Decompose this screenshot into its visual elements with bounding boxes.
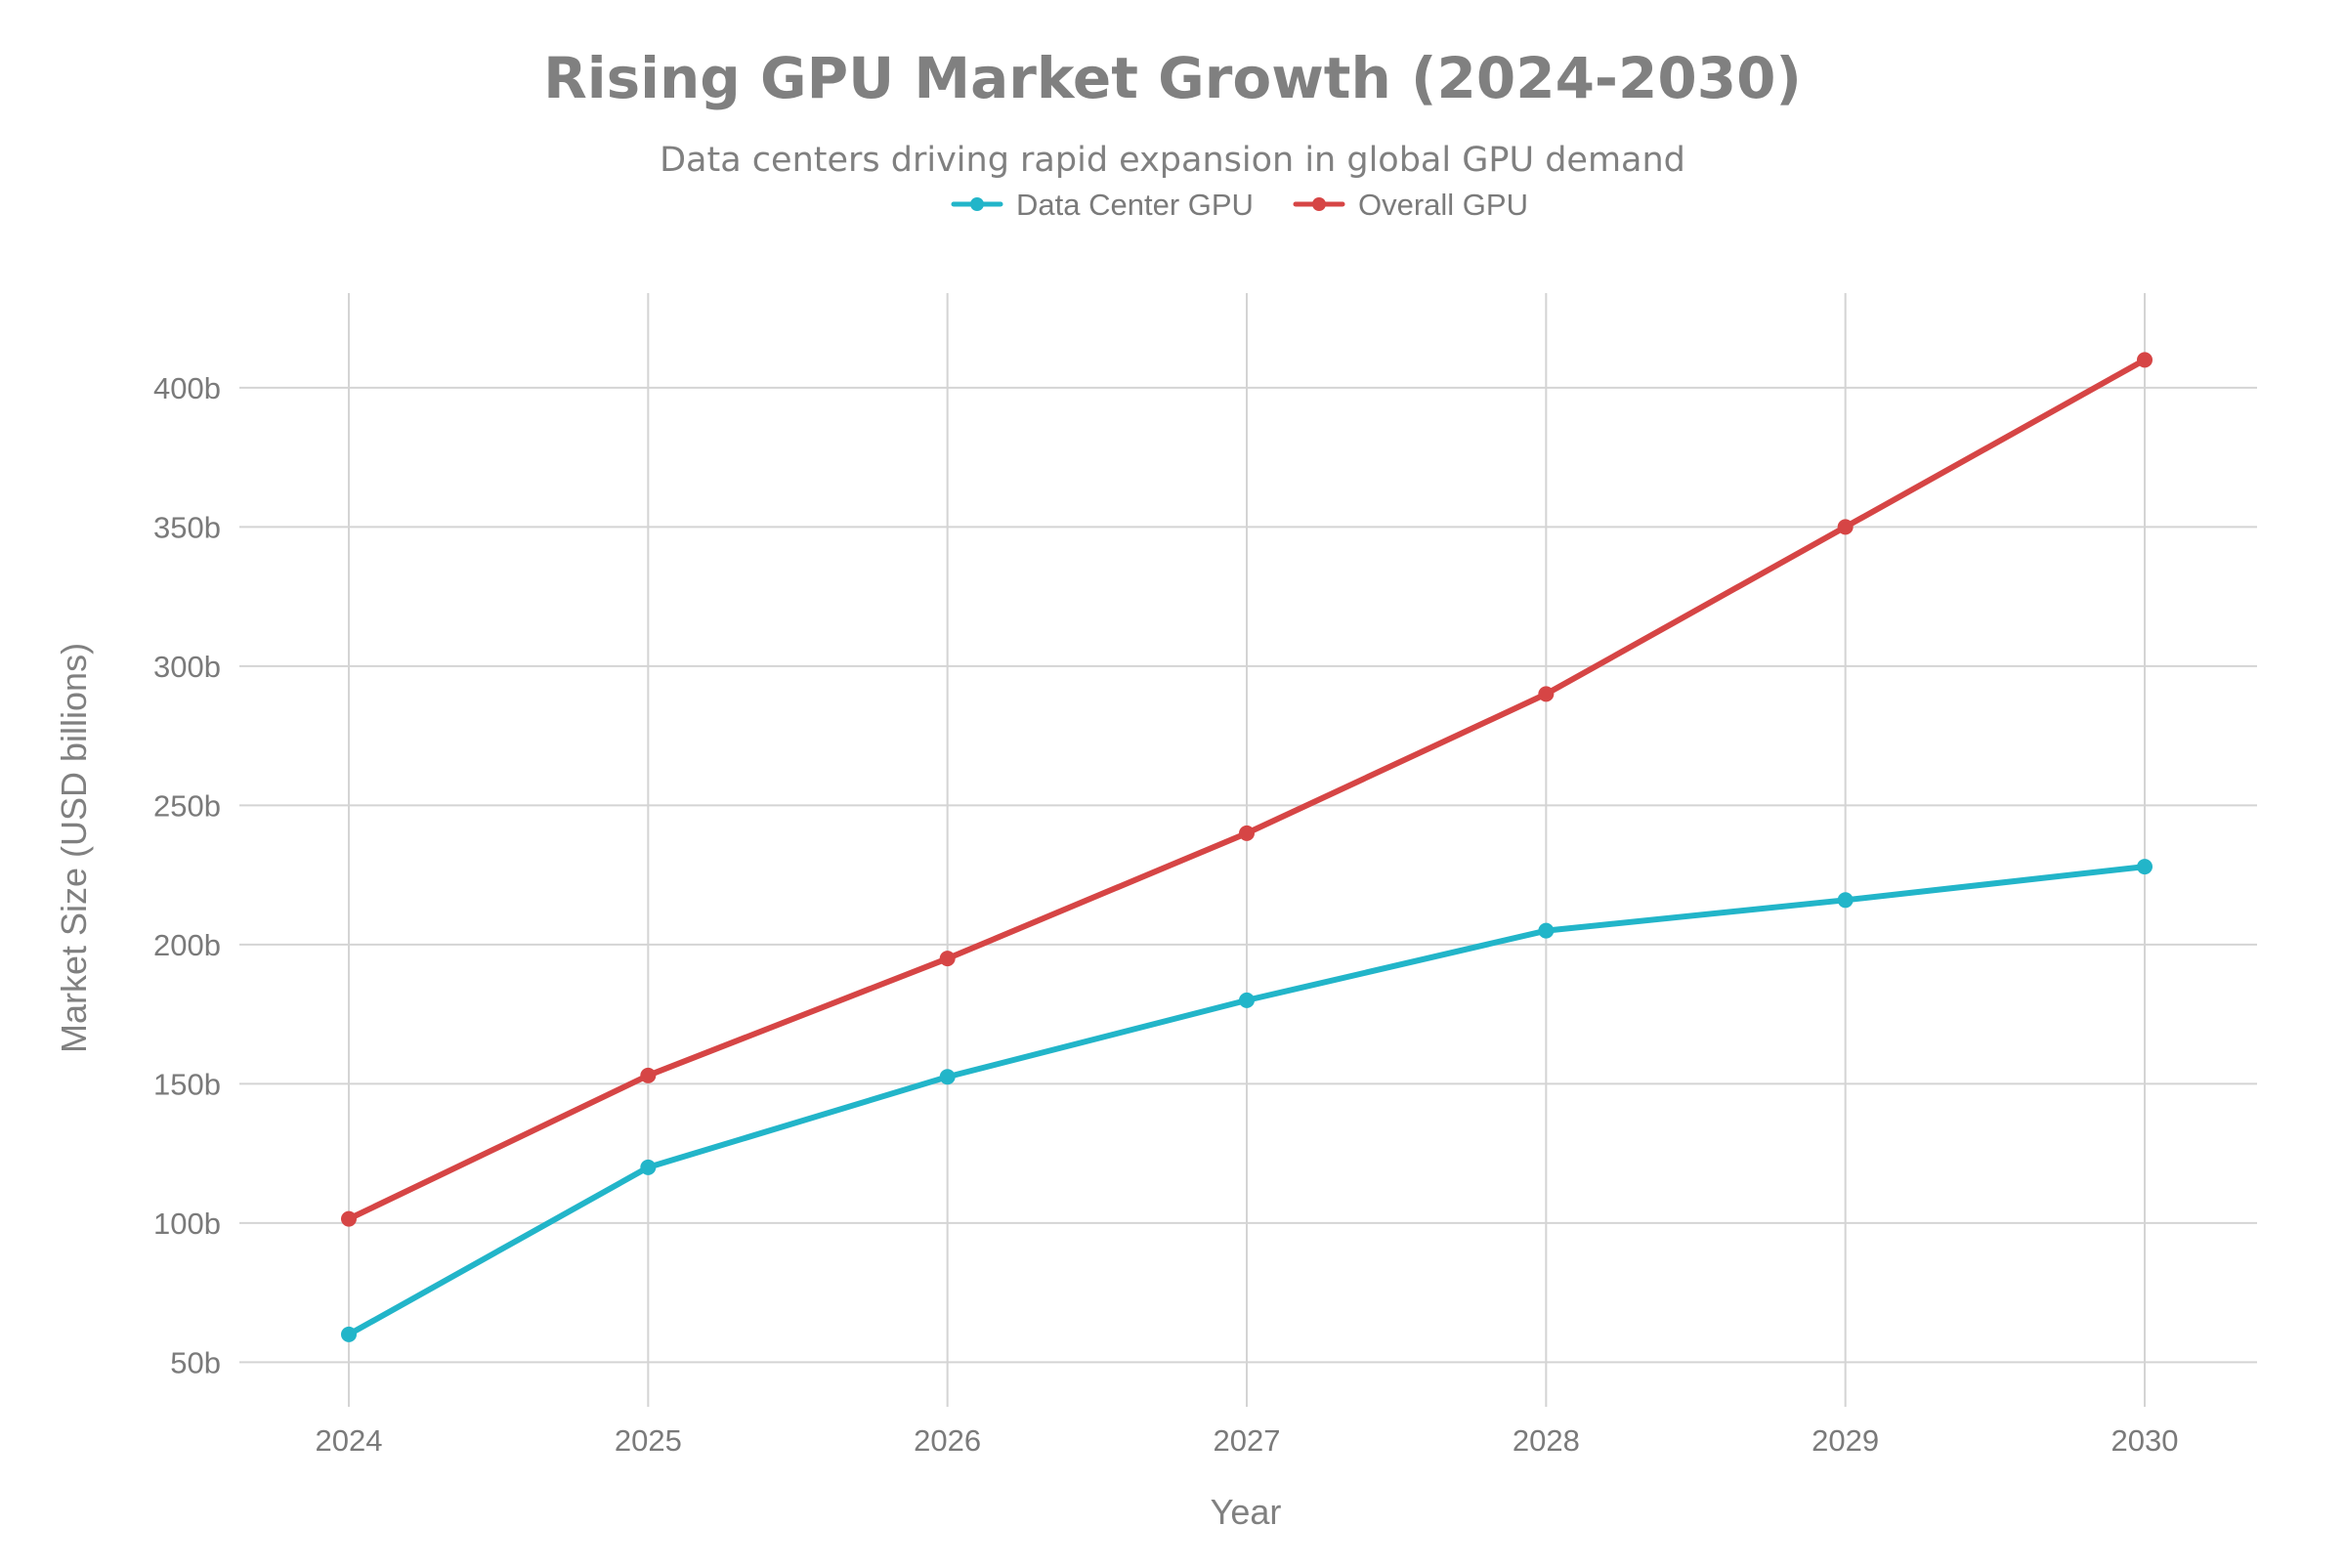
data-point[interactable] (341, 1326, 357, 1342)
y-axis-title: Market Size (USD billions) (54, 643, 94, 1053)
data-point[interactable] (939, 1069, 956, 1085)
x-tick-label: 2028 (1513, 1423, 1580, 1458)
data-point[interactable] (1538, 922, 1555, 939)
y-tick-label: 400b (153, 371, 221, 405)
y-tick-label: 300b (153, 650, 221, 684)
data-point[interactable] (640, 1159, 657, 1175)
y-tick-label: 350b (153, 510, 221, 544)
y-axis-ticks: 50b 100b 150b 200b 250b 300b 350b 400b (153, 371, 221, 1380)
y-tick-label: 100b (153, 1207, 221, 1241)
y-tick-label: 50b (170, 1345, 221, 1379)
x-tick-label: 2030 (2111, 1423, 2179, 1458)
data-point[interactable] (2137, 352, 2153, 368)
chart-title: Rising GPU Market Growth (2024-2030) (543, 45, 1802, 111)
data-point[interactable] (1538, 686, 1555, 702)
data-point[interactable] (640, 1067, 657, 1083)
legend-marker-data-center (970, 197, 984, 211)
legend: Data Center GPU Overall GPU (951, 188, 1528, 222)
legend-item-data-center[interactable]: Data Center GPU (951, 188, 1254, 222)
data-point[interactable] (341, 1210, 357, 1227)
series-data-center-gpu (341, 859, 2153, 1342)
x-tick-label: 2029 (1812, 1423, 1879, 1458)
grid (239, 293, 2257, 1407)
data-point[interactable] (1239, 992, 1255, 1008)
legend-marker-overall (1312, 197, 1326, 211)
y-tick-label: 200b (153, 928, 221, 962)
y-tick-label: 150b (153, 1067, 221, 1101)
x-tick-label: 2026 (914, 1423, 981, 1458)
legend-label-overall: Overall GPU (1358, 188, 1528, 222)
x-tick-label: 2024 (316, 1423, 383, 1458)
y-tick-label: 250b (153, 788, 221, 823)
x-tick-label: 2027 (1214, 1423, 1281, 1458)
data-point[interactable] (1239, 825, 1255, 841)
data-point[interactable] (2137, 859, 2153, 875)
chart-subtitle: Data centers driving rapid expansion in … (660, 141, 1685, 180)
x-axis-ticks: 2024 2025 2026 2027 2028 2029 2030 (316, 1423, 2179, 1458)
legend-label-data-center: Data Center GPU (1016, 188, 1254, 222)
x-tick-label: 2025 (615, 1423, 682, 1458)
x-axis-title: Year (1211, 1492, 1282, 1532)
legend-item-overall[interactable]: Overall GPU (1293, 188, 1528, 222)
series (341, 352, 2153, 1342)
series-overall-gpu (341, 352, 2153, 1227)
data-point[interactable] (1837, 519, 1854, 535)
data-point[interactable] (939, 951, 956, 967)
data-point[interactable] (1837, 892, 1854, 909)
